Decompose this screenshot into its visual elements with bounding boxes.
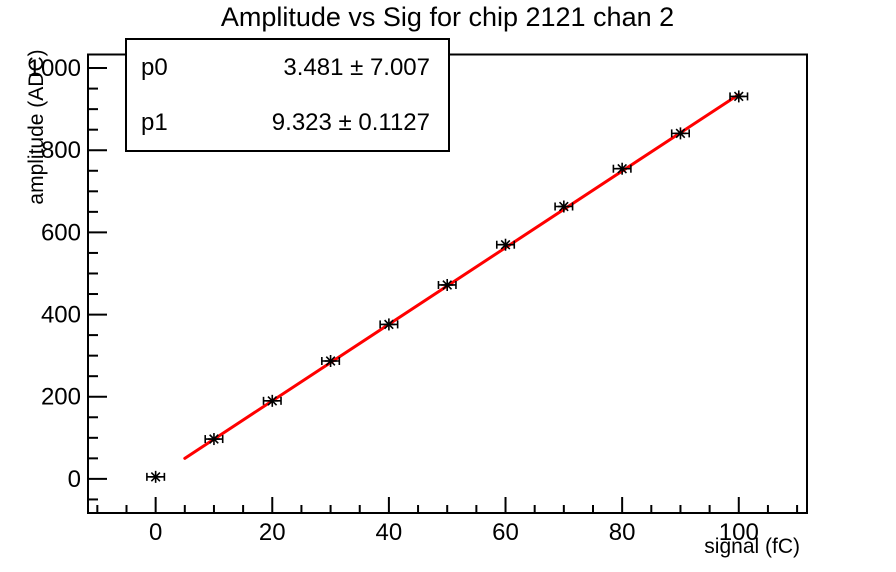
stats-row-p0: p0 3.481 ± 7.007 bbox=[127, 54, 448, 82]
data-point-marker bbox=[150, 471, 161, 482]
y-tick-label: 400 bbox=[41, 302, 81, 329]
y-tick-label: 600 bbox=[41, 219, 81, 246]
x-tick-label: 20 bbox=[259, 519, 286, 546]
x-axis-title: signal (fC) bbox=[704, 535, 800, 558]
data-point-marker bbox=[558, 201, 569, 212]
x-tick-label: 60 bbox=[492, 519, 519, 546]
y-tick-label: 200 bbox=[41, 384, 81, 411]
data-point-marker bbox=[209, 434, 219, 444]
stats-p0-label: p0 bbox=[141, 53, 168, 81]
data-point-marker bbox=[384, 319, 394, 330]
data-point-marker bbox=[675, 128, 686, 139]
data-point-marker bbox=[500, 239, 511, 250]
fit-line bbox=[183, 92, 741, 460]
x-tick-label: 80 bbox=[609, 519, 636, 546]
y-tick-label: 0 bbox=[68, 466, 81, 493]
y-tick-label: 800 bbox=[41, 137, 81, 164]
data-point-marker bbox=[733, 91, 744, 102]
y-tick-label: 1000 bbox=[28, 55, 81, 82]
stats-p1-value: 9.323 ± 0.1127 bbox=[271, 108, 430, 136]
stats-row-p1: p1 9.323 ± 0.1127 bbox=[127, 109, 448, 137]
data-point-marker bbox=[325, 356, 336, 366]
y-axis-title: amplitude (ADC) bbox=[25, 49, 48, 205]
x-tick-label: 100 bbox=[719, 519, 759, 546]
x-tick-label: 40 bbox=[376, 519, 403, 546]
stats-p1-label: p1 bbox=[141, 108, 168, 136]
chart-title: Amplitude vs Sig for chip 2121 chan 2 bbox=[220, 2, 675, 32]
stats-p0-value: 3.481 ± 7.007 bbox=[283, 53, 430, 81]
x-tick-label: 0 bbox=[149, 519, 162, 546]
fit-stats-box: p0 3.481 ± 7.007 p1 9.323 ± 0.1127 bbox=[125, 38, 450, 152]
data-point-marker bbox=[442, 280, 453, 290]
data-point-marker bbox=[617, 163, 628, 174]
data-point-marker bbox=[267, 395, 278, 406]
